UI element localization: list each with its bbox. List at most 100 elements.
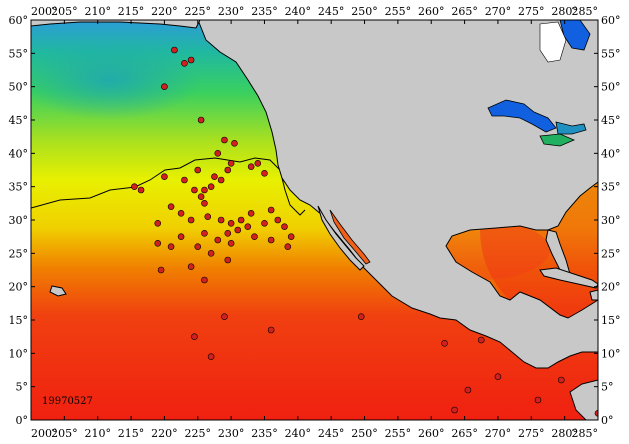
right-lat-label: 55° <box>601 47 621 60</box>
station-marker <box>451 406 458 414</box>
bottom-lon-label: 255° <box>385 427 412 440</box>
station-marker <box>167 243 175 250</box>
station-marker <box>154 220 162 227</box>
axis-ticks <box>30 19 599 421</box>
station-marker <box>204 213 212 220</box>
station-marker <box>161 83 168 90</box>
right-lat-label: 25° <box>601 247 621 260</box>
right-lat-label: 50° <box>601 81 621 94</box>
station-marker <box>231 140 238 147</box>
north-america-land <box>30 19 599 421</box>
station-marker <box>167 203 175 210</box>
right-lat-label: 60° <box>601 14 621 27</box>
station-marker <box>177 233 185 240</box>
right-lat-label: 45° <box>601 114 621 127</box>
station-marker <box>477 336 485 344</box>
station-marker <box>284 243 292 250</box>
station-marker <box>217 176 225 184</box>
station-marker <box>274 216 282 224</box>
station-marker <box>177 210 185 217</box>
top-lon-label: 225° <box>185 5 212 18</box>
top-lon-label: 265° <box>451 5 478 18</box>
station-marker <box>201 230 208 237</box>
station-marker <box>494 373 502 380</box>
station-marker <box>441 340 448 347</box>
left-lat-label: 30° <box>9 214 29 227</box>
station-marker <box>261 220 268 227</box>
station-marker <box>254 160 262 167</box>
station-marker <box>201 276 208 284</box>
station-marker <box>137 186 145 194</box>
station-marker <box>157 266 165 274</box>
bottom-lon-label: 215° <box>118 427 145 440</box>
station-marker <box>558 376 565 384</box>
bottom-lon-label: 235° <box>251 427 278 440</box>
top-lon-label: 200° <box>31 5 58 18</box>
station-marker <box>244 223 252 230</box>
left-lat-label: 25° <box>9 247 29 260</box>
station-marker <box>227 160 235 167</box>
left-lat-label: 20° <box>9 281 29 294</box>
bottom-lon-label: 280° <box>551 427 578 440</box>
station-marker <box>251 233 258 240</box>
bottom-lon-labels: 200°205° 210° 215° 220° 225° 230° 235° 240° 245°… <box>31 427 598 440</box>
station-marker <box>224 256 232 264</box>
top-lon-labels: 200°205° 210° 215° 220° 225° 230° 235° 240° 245°… <box>31 5 598 18</box>
top-lon-label: 260° <box>418 5 445 18</box>
station-marker <box>464 386 472 394</box>
right-lat-label: 40° <box>601 147 621 160</box>
station-marker <box>131 183 138 190</box>
top-lon-label: 255° <box>385 5 412 18</box>
station-marker <box>171 46 178 54</box>
station-marker <box>234 226 242 234</box>
top-lon-label: 235° <box>251 5 278 18</box>
station-marker <box>211 173 218 180</box>
bottom-lon-label: 265° <box>451 427 478 440</box>
left-lat-label: 5° <box>16 381 29 394</box>
station-marker <box>207 183 215 190</box>
station-marker <box>207 250 215 257</box>
top-lon-label: 210° <box>84 5 111 18</box>
top-lon-label: 250° <box>351 5 378 18</box>
left-lat-label: 40° <box>9 147 29 160</box>
right-lat-label: 5° <box>601 381 614 394</box>
station-marker <box>191 186 198 194</box>
station-markers <box>131 46 598 417</box>
bottom-lon-label: 210° <box>84 427 111 440</box>
station-marker <box>197 116 205 124</box>
station-marker <box>267 206 275 214</box>
bottom-lon-label: 260° <box>418 427 445 440</box>
station-marker <box>214 150 222 157</box>
sst-contour-line <box>31 157 306 216</box>
bottom-lon-label: 220° <box>151 427 178 440</box>
station-marker <box>227 220 235 227</box>
station-marker <box>534 396 542 404</box>
station-marker <box>267 236 275 244</box>
top-lon-label: 270° <box>485 5 512 18</box>
bottom-lon-label: 270° <box>485 427 512 440</box>
bottom-lon-label: 285° <box>572 427 599 440</box>
date-stamp: 19970527 <box>42 396 93 407</box>
top-lon-label: 240° <box>285 5 312 18</box>
left-lat-label: 35° <box>9 181 29 194</box>
station-marker <box>191 333 198 340</box>
station-marker <box>194 243 202 250</box>
bottom-lon-label: 205° <box>51 427 78 440</box>
top-lon-label: 280° <box>551 5 578 18</box>
left-lat-labels: 0° 5° 10° 15° 20° 25° 30° 35° 40° 45° 50° 55° 60° <box>9 14 29 427</box>
left-lat-label: 0° <box>16 414 29 427</box>
station-marker <box>197 193 205 200</box>
top-lon-label: 245° <box>318 5 345 18</box>
top-lon-label: 205° <box>51 5 78 18</box>
station-marker <box>161 173 168 180</box>
station-marker <box>287 233 295 240</box>
station-marker <box>154 240 162 247</box>
top-lon-label: 285° <box>572 5 599 18</box>
bottom-lon-label: 230° <box>218 427 245 440</box>
left-lat-label: 50° <box>9 81 29 94</box>
station-marker <box>224 166 232 174</box>
station-marker <box>247 210 255 217</box>
station-marker <box>187 263 195 270</box>
station-marker <box>187 216 195 224</box>
top-lon-label: 275° <box>518 5 545 18</box>
